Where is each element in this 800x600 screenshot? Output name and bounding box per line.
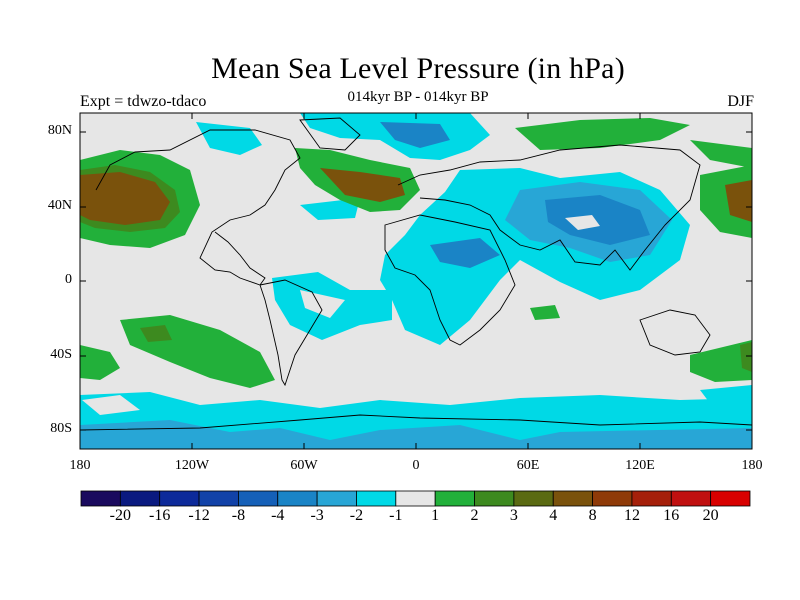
colorbar-tick-label: 3	[509, 507, 518, 524]
colorbar-swatch	[513, 490, 554, 507]
colorbar-swatch	[316, 490, 357, 507]
colorbar-tick-label: -12	[188, 507, 210, 524]
x-tick-label: 60W	[290, 458, 318, 473]
southern-gap-west	[82, 395, 140, 415]
arctic-low-core	[380, 122, 450, 148]
colorbar-tick-label: 2	[470, 507, 479, 524]
tibet-gap	[565, 215, 600, 230]
asia-low-core	[545, 195, 650, 245]
colorbar-swatch	[119, 490, 161, 507]
colorbar-tick-label: 12	[623, 507, 640, 524]
eurasia-coast	[397, 144, 701, 271]
colorbar-swatch	[631, 490, 672, 507]
colorbar-tick-label: -20	[109, 507, 131, 524]
colorbar-tick-label: -3	[310, 507, 324, 524]
southern-ocean-east	[700, 385, 752, 410]
colorbar-swatch	[670, 490, 712, 507]
x-tick-label: 120E	[625, 458, 655, 473]
anomaly-fields	[80, 113, 752, 449]
antarctica-coast	[80, 414, 752, 431]
north-pacific-high-core	[80, 172, 170, 225]
colorbar-swatch	[356, 490, 397, 507]
colorbar-tick-label: -2	[349, 507, 364, 524]
x-tick-label: 120W	[174, 458, 210, 473]
colorbar-swatch	[277, 490, 318, 507]
south-atlantic-gap	[300, 290, 345, 318]
colorbar-tick-label: 1	[431, 507, 440, 524]
x-tick-label: 0	[412, 458, 420, 473]
y-tick-label: 0	[65, 272, 72, 287]
north-africa-low-core	[430, 238, 500, 268]
australia-coast	[639, 309, 711, 356]
tasman-high	[690, 340, 752, 382]
y-tick-label: 80N	[47, 123, 72, 138]
experiment-label: Expt = tdwzo-tdaco	[80, 93, 207, 110]
colorbar-swatch	[198, 490, 239, 507]
tasman-high-core	[740, 342, 752, 372]
siberia-high	[515, 118, 690, 150]
bering-high	[690, 140, 752, 168]
northwest-pacific-high-core	[725, 180, 752, 222]
south-america-coast	[259, 279, 323, 387]
colorbar-tick-label: 16	[663, 507, 680, 524]
central-atlantic-low	[300, 198, 360, 220]
coastlines	[80, 117, 752, 431]
greenland-coast	[299, 117, 361, 151]
y-tick-label: 80S	[50, 421, 72, 436]
north-atlantic-high-core	[320, 168, 405, 202]
north-america-coast	[95, 129, 301, 286]
colorbar-swatch	[474, 490, 515, 507]
colorbar-tick-label: 20	[702, 507, 719, 524]
colorbar-swatch	[592, 490, 633, 507]
colorbar-tick-label: -1	[389, 507, 403, 524]
x-tick-label: 180	[741, 458, 763, 473]
axis-ticks	[80, 113, 752, 449]
colorbar-tick-label: -16	[149, 507, 171, 524]
y-tick-label: 40S	[50, 347, 72, 362]
colorbar-tick-label: -8	[231, 507, 246, 524]
map-title: Mean Sea Level Pressure (in hPa)	[211, 52, 625, 85]
x-tick-label: 60E	[516, 458, 540, 473]
south-pacific-high-core	[140, 325, 172, 342]
colorbar-swatch	[434, 490, 475, 507]
southwest-pacific-high	[80, 345, 120, 380]
colorbar-tick-label: 4	[549, 507, 558, 524]
antarctic-low-core	[80, 420, 752, 449]
colorbar-swatch	[159, 490, 200, 507]
colorbar-swatch	[710, 490, 751, 507]
colorbar-swatch	[552, 490, 593, 507]
africa-coast	[384, 214, 516, 346]
season-label: DJF	[727, 93, 754, 110]
colorbar-tick-label: -4	[271, 507, 285, 524]
map-subtitle: 014kyr BP - 014kyr BP	[347, 89, 489, 105]
colorbar-swatch	[238, 490, 279, 507]
x-tick-label: 180	[69, 458, 91, 473]
colorbar	[80, 490, 751, 507]
colorbar-swatch	[395, 490, 436, 507]
y-tick-label: 40N	[47, 198, 72, 213]
colorbar-tick-label: 8	[588, 507, 597, 524]
colorbar-swatch	[80, 490, 121, 507]
indian-ocean-high	[530, 305, 560, 320]
